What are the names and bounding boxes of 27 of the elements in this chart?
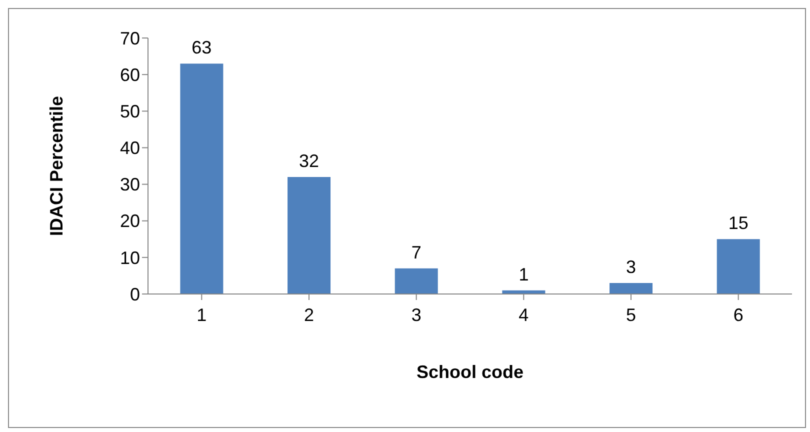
data-label: 7 bbox=[411, 242, 422, 262]
y-axis-title: IDACI Percentile bbox=[46, 96, 66, 236]
x-tick-label: 3 bbox=[411, 304, 422, 325]
y-tick-label: 20 bbox=[120, 211, 140, 232]
data-label: 63 bbox=[192, 38, 212, 58]
y-tick-label: 50 bbox=[120, 102, 140, 122]
data-label: 3 bbox=[626, 257, 636, 278]
bar bbox=[180, 64, 224, 294]
y-tick-label: 70 bbox=[120, 28, 140, 48]
x-tick-label: 2 bbox=[304, 304, 314, 325]
y-tick-label: 30 bbox=[120, 174, 140, 195]
y-tick-label: 10 bbox=[120, 248, 140, 268]
y-tick-label: 0 bbox=[130, 284, 140, 304]
x-tick-label: 4 bbox=[518, 304, 529, 325]
data-label: 15 bbox=[728, 213, 748, 234]
data-label: 1 bbox=[518, 264, 529, 284]
x-tick-label: 6 bbox=[733, 304, 744, 325]
y-tick-label: 60 bbox=[120, 64, 140, 85]
bar bbox=[610, 283, 653, 294]
data-label: 32 bbox=[299, 150, 320, 171]
bar bbox=[716, 239, 760, 294]
x-tick-label: 1 bbox=[196, 304, 207, 325]
x-axis-title: School code bbox=[416, 362, 524, 382]
bar bbox=[288, 176, 331, 294]
x-tick-label: 5 bbox=[626, 304, 636, 325]
bar bbox=[394, 268, 438, 294]
y-tick-label: 40 bbox=[120, 138, 140, 158]
